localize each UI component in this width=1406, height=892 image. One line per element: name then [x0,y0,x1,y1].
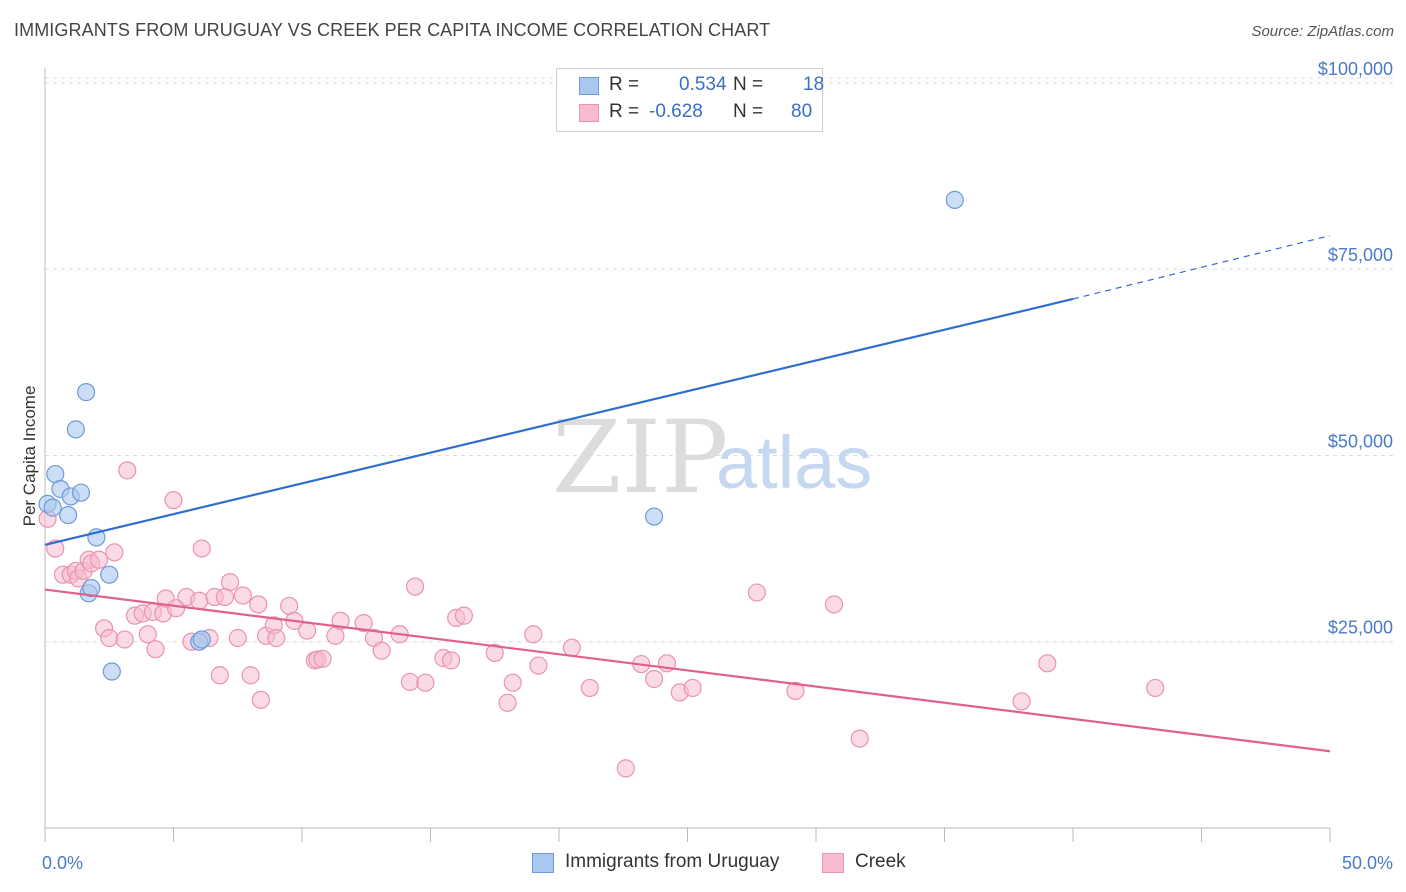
uruguay-point [66,420,85,439]
uruguay-point [945,190,964,209]
creek-point [267,628,286,648]
creek-point [580,678,599,698]
uruguay-point [43,498,62,517]
creek-point [241,666,260,685]
creek-point [400,672,420,692]
creek-point [524,625,543,644]
y-tick-label: $25,000 [1328,618,1393,638]
creek-point [190,591,209,610]
creek-points [38,461,1165,778]
creek-point [220,573,240,592]
uruguay-point [192,630,211,649]
creek-point [498,693,517,712]
creek-point [164,491,183,510]
creek-point [747,583,766,602]
legend-swatch-creek [822,853,844,873]
legend-swatch-uruguay [532,853,554,873]
correlation-legend: R = 0.534 N = 18 R = -0.628 N = 80 [556,68,825,132]
y-tick-label: $50,000 [1328,431,1393,451]
legend-r-label: R = [609,74,640,95]
creek-point [616,759,635,778]
creek-point [1038,654,1057,673]
uruguay-trend-line [44,297,1074,546]
y-axis-label: Per Capita Income [20,386,39,527]
uruguay-point [59,505,78,525]
creek-point [210,666,229,685]
uruguay-point [71,483,91,502]
creek-point [1146,678,1165,698]
uruguay-points [38,190,964,681]
legend-label-creek: Creek [855,851,906,872]
x-tick-label-min: 0.0% [42,853,83,873]
creek-point [441,651,461,670]
trend-lines [44,235,1331,753]
y-axis-tick-labels: $25,000 $50,000 $75,000 $100,000 [1318,59,1393,638]
creek-point [562,638,581,657]
uruguay-point [77,383,96,402]
creek-point [850,729,869,748]
watermark-atlas: atlas [716,421,872,504]
uruguay-trend-extension [1072,235,1331,300]
gridlines [45,77,1393,643]
uruguay-point [100,565,119,584]
legend-n-label: N = [733,101,764,122]
legend-label-uruguay: Immigrants from Uruguay [565,851,780,872]
creek-point [228,628,247,648]
creek-point [644,669,664,689]
uruguay-point [82,578,101,598]
creek-point [105,543,124,562]
creek-point [529,656,548,675]
legend-n-value: 80 [791,101,813,122]
watermark-zip: ZIP [552,399,728,516]
legend-r-value: -0.628 [649,101,703,122]
uruguay-point [644,507,664,526]
creek-point [298,621,317,640]
creek-point [331,611,350,630]
chart-title: IMMIGRANTS FROM URUGUAY VS CREEK PER CAP… [14,20,771,40]
creek-point [251,690,270,709]
uruguay-point [102,662,121,681]
source-credit: Source: ZipAtlas.com [1251,23,1394,40]
creek-point [824,595,844,614]
creek-point [485,643,504,663]
creek-point [405,577,425,596]
creek-point [683,678,702,698]
creek-point [89,550,109,569]
creek-point [454,606,474,625]
creek-point [786,681,805,701]
creek-point [138,625,157,644]
creek-point [503,673,522,692]
creek-point [1012,692,1031,711]
x-axis-ticks [44,828,1331,842]
watermark: ZIP atlas [552,399,872,516]
creek-point [118,461,137,480]
legend-n-value: 18 [803,74,825,95]
legend-n-label: N = [733,74,764,95]
creek-point [115,630,134,649]
creek-point [233,586,252,605]
legend-r-label: R = [609,101,640,122]
creek-point [416,673,435,692]
legend-swatch-uruguay [579,77,599,95]
creek-point [100,628,119,648]
creek-point [146,640,165,659]
creek-trend-line [44,588,1331,753]
legend-r-value: 0.534 [679,74,727,95]
creek-point [249,595,268,614]
creek-point [192,539,211,558]
x-tick-label-max: 50.0% [1342,853,1393,873]
y-tick-label: $100,000 [1318,59,1393,79]
y-tick-label: $75,000 [1328,245,1393,265]
creek-point [354,613,373,633]
legend-swatch-creek [579,104,599,122]
creek-point [313,649,332,668]
creek-point [372,641,391,660]
